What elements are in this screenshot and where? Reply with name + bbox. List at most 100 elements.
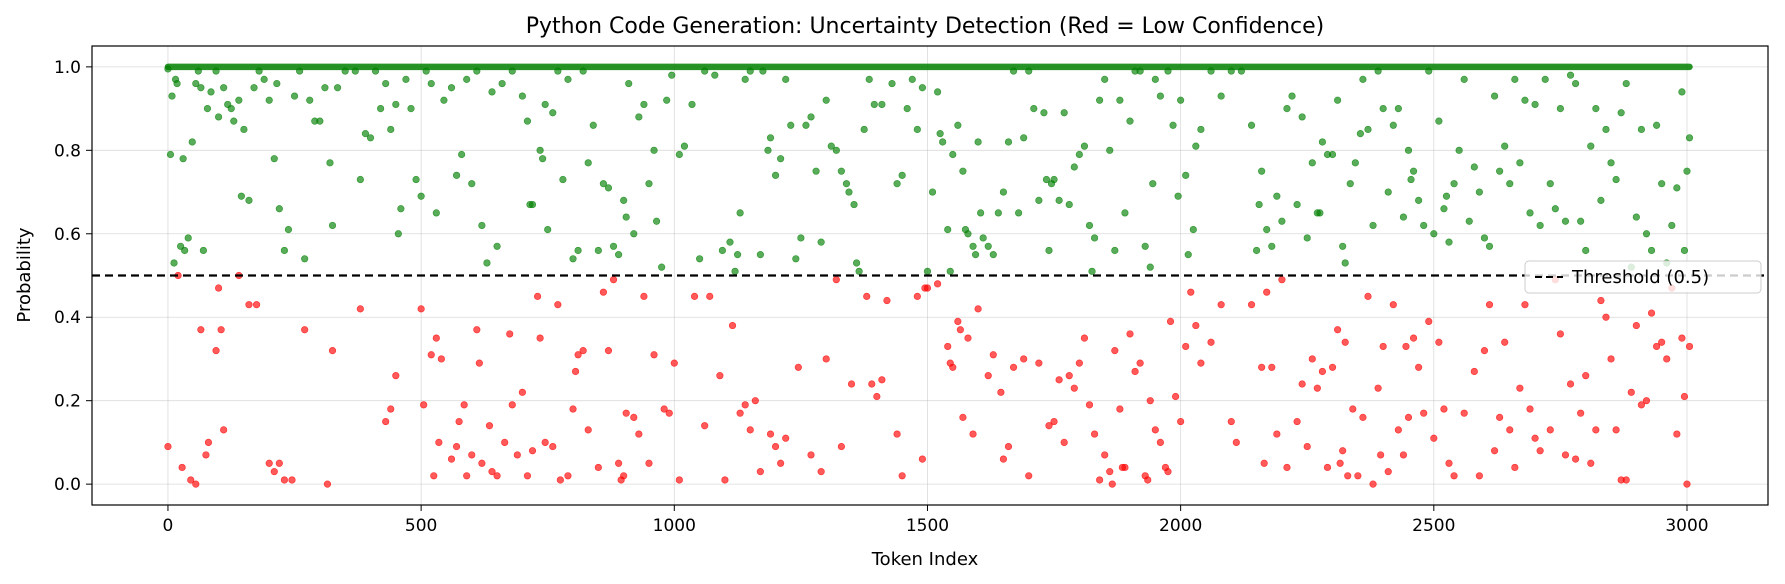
high-confidence-point <box>188 138 196 146</box>
high-confidence-point <box>1460 75 1468 83</box>
high-confidence-point <box>860 125 868 134</box>
low-confidence-point <box>728 321 737 330</box>
low-confidence-point <box>1597 296 1605 305</box>
high-confidence-point <box>1247 121 1256 129</box>
high-confidence-point <box>923 267 932 275</box>
high-confidence-point <box>273 79 281 88</box>
low-confidence-point <box>1101 451 1109 459</box>
high-confidence-point <box>1075 150 1083 159</box>
low-confidence-point <box>997 388 1005 396</box>
high-confidence-point <box>652 217 661 225</box>
low-confidence-point <box>1496 413 1504 421</box>
low-confidence-point <box>1263 288 1271 296</box>
low-confidence-point <box>1349 405 1357 413</box>
low-confidence-point <box>1685 342 1694 351</box>
high-confidence-point <box>1356 130 1364 138</box>
low-confidence-point <box>574 351 582 359</box>
high-confidence-point <box>949 150 957 159</box>
low-confidence-point <box>1592 426 1600 434</box>
high-confidence-point <box>1328 150 1337 159</box>
high-confidence-point <box>1678 88 1686 96</box>
low-confidence-point <box>1440 405 1448 413</box>
low-confidence-point <box>1035 359 1043 367</box>
high-confidence-point <box>1189 226 1197 234</box>
high-confidence-point <box>584 159 592 167</box>
low-confidence-point <box>270 468 278 476</box>
low-confidence-point <box>435 438 443 447</box>
high-confidence-point <box>394 230 402 238</box>
low-confidence-point <box>1090 430 1099 438</box>
low-confidence-point <box>1323 463 1332 472</box>
low-confidence-point <box>670 359 678 367</box>
high-confidence-point <box>1450 180 1458 188</box>
low-confidence-point <box>549 442 557 451</box>
high-confidence-point <box>845 188 853 196</box>
low-confidence-point <box>847 380 856 388</box>
high-confidence-point <box>1042 175 1051 184</box>
high-confidence-point <box>356 175 364 184</box>
high-confidence-point <box>1637 125 1646 134</box>
high-confidence-point <box>589 121 597 129</box>
low-confidence-point <box>1480 347 1489 355</box>
low-confidence-point <box>609 276 618 284</box>
low-confidence-point <box>288 476 296 484</box>
high-confidence-point <box>777 155 785 163</box>
high-confidence-point <box>207 88 215 96</box>
low-confidence-point <box>1344 472 1352 480</box>
low-confidence-point <box>594 463 602 472</box>
high-confidence-point <box>1111 246 1119 255</box>
low-confidence-point <box>1653 342 1661 351</box>
high-confidence-point <box>1683 167 1691 175</box>
high-confidence-point <box>812 167 820 175</box>
high-confidence-point <box>1177 96 1185 104</box>
low-confidence-point <box>660 405 668 413</box>
high-confidence-point <box>939 138 947 146</box>
low-confidence-point <box>640 292 648 300</box>
low-confidence-point <box>1065 372 1073 380</box>
high-confidence-point <box>1121 209 1129 217</box>
low-confidence-point <box>1197 359 1205 367</box>
low-confidence-point <box>485 422 494 430</box>
high-confidence-point <box>1035 196 1043 204</box>
low-confidence-point <box>1283 463 1291 472</box>
low-confidence-point <box>675 476 683 484</box>
high-confidence-point <box>1182 171 1190 179</box>
high-confidence-point <box>1263 226 1271 234</box>
y-tick-label: 0.8 <box>54 141 81 161</box>
high-confidence-point <box>1673 184 1681 192</box>
low-confidence-point <box>944 342 952 351</box>
high-confidence-point <box>614 251 623 259</box>
high-confidence-point <box>994 209 1002 217</box>
high-confidence-point <box>1004 138 1013 146</box>
x-tick-label: 3000 <box>1665 516 1708 536</box>
low-confidence-point <box>1450 472 1458 480</box>
high-confidence-point <box>392 100 400 109</box>
high-confidence-point <box>1430 230 1438 238</box>
high-confidence-point <box>1516 159 1524 167</box>
high-confidence-point <box>316 117 324 125</box>
high-confidence-point <box>827 142 835 150</box>
low-confidence-point <box>1420 409 1428 417</box>
high-confidence-point <box>1369 221 1377 230</box>
high-confidence-point <box>782 75 790 83</box>
high-confidence-point <box>220 84 228 92</box>
low-confidence-point <box>1582 372 1590 380</box>
high-confidence-point <box>1551 205 1559 213</box>
low-confidence-point <box>1009 363 1018 371</box>
low-confidence-point <box>771 442 780 451</box>
high-confidence-point <box>865 75 873 83</box>
high-confidence-point <box>265 96 273 104</box>
high-confidence-point <box>1506 180 1514 188</box>
high-confidence-point <box>199 246 207 255</box>
low-confidence-point <box>493 472 501 480</box>
low-confidence-point <box>417 305 425 313</box>
low-confidence-point <box>1278 276 1286 284</box>
high-confidence-point <box>1612 175 1620 184</box>
high-confidence-point <box>280 246 289 255</box>
low-confidence-point <box>1430 434 1438 442</box>
low-confidence-point <box>508 401 516 409</box>
low-confidence-point <box>1166 317 1175 326</box>
low-confidence-point <box>1627 388 1635 396</box>
low-confidence-point <box>1192 321 1200 330</box>
high-confidence-point <box>240 125 248 134</box>
